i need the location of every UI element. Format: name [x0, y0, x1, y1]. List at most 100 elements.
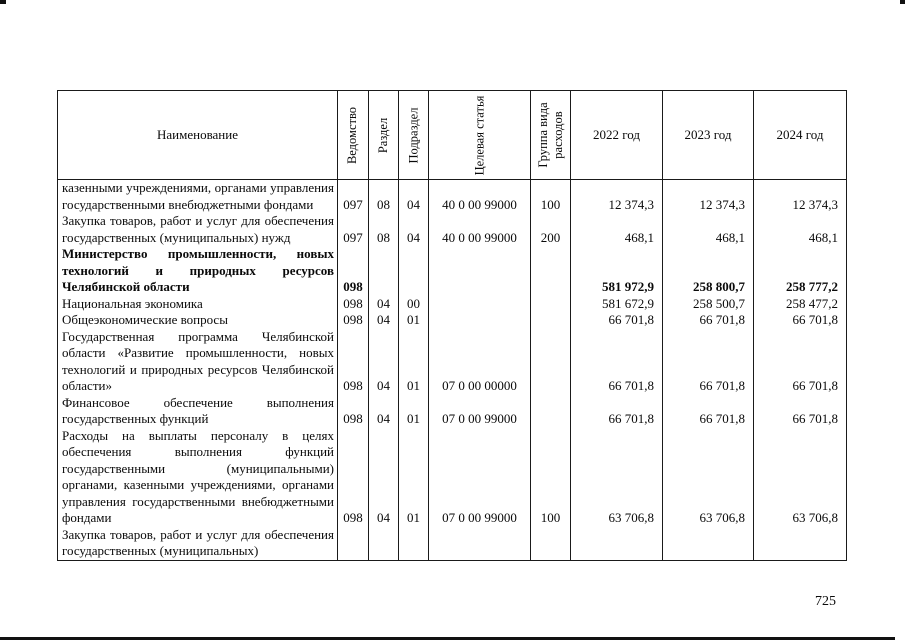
row-razdel-cell: [369, 526, 399, 560]
row-2024-cell: 468,1: [808, 229, 838, 245]
row-2024-cell: 12 374,3: [792, 196, 839, 212]
row-razdel-cell: 08: [369, 213, 399, 246]
table-row: Финансовое обеспечение выполнения госуда…: [58, 394, 846, 428]
row-2022-cell: 581 672,9: [571, 295, 663, 312]
row-name-cell: Расходы на выплаты персоналу в целях обе…: [58, 427, 338, 527]
row-razdel-cell: 04: [369, 328, 399, 395]
row-2023-cell: 258 500,7: [663, 295, 754, 312]
row-name-cell: Закупка товаров, работ и услуг для обесп…: [58, 213, 338, 246]
budget-table: Наименование Ведомство Раздел Подраздел …: [57, 90, 847, 561]
row-2024-cell: 66 701,8: [792, 312, 839, 327]
row-podrazdel-cell: [399, 246, 429, 296]
header-2022-label: 2022 год: [593, 127, 640, 142]
row-2022-cell: 66 701,8: [571, 312, 663, 329]
header-vedomstvo-label: Ведомство: [345, 106, 360, 164]
header-2024-label: 2024 год: [776, 127, 824, 142]
row-vedomstvo-cell: [338, 526, 369, 560]
row-gruppa-cell: 200: [531, 213, 571, 246]
table-row: Общеэкономические вопросы 098 04 01 66 7…: [58, 312, 846, 329]
row-razdel-cell: 08: [369, 180, 399, 213]
row-2022-cell: [571, 526, 663, 560]
row-gruppa-cell: [531, 328, 571, 395]
row-podrazdel-cell: 04: [399, 213, 429, 246]
table-row: Государственная программа Челябинской об…: [58, 328, 846, 395]
header-gruppa-vida-raskhodov: Группа вида расходов: [531, 91, 571, 179]
row-2024-cell: 66 701,8: [792, 411, 839, 426]
row-name-cell: казенными учреждениями, органами управле…: [58, 180, 338, 213]
row-gruppa-cell: 100: [531, 427, 571, 527]
row-2023-cell: 66 701,8: [663, 394, 754, 428]
table-row: Закупка товаров, работ и услуг для обесп…: [58, 213, 846, 246]
row-podrazdel-cell: 01: [399, 328, 429, 395]
table-row: Закупка товаров, работ и услуг для обесп…: [58, 526, 846, 560]
row-tselevaya-cell: 40 0 00 99000: [429, 180, 531, 213]
row-2023-cell: 66 701,8: [663, 328, 754, 395]
row-2024-cell: [754, 527, 846, 560]
row-vedomstvo-cell: 097: [338, 213, 369, 246]
row-2023-cell: 258 800,7: [663, 246, 754, 296]
scan-artifact-top-right: [900, 0, 905, 4]
row-2023-cell: [663, 526, 754, 560]
table-row: Национальная экономика 098 04 00 581 672…: [58, 295, 846, 312]
row-name-cell: Министерство промышленности, новых техно…: [58, 246, 338, 296]
row-podrazdel-cell: 04: [399, 180, 429, 213]
row-2022-cell: 12 374,3: [571, 180, 663, 213]
row-name-cell: Общеэкономические вопросы: [58, 312, 338, 329]
row-gruppa-cell: [531, 526, 571, 560]
row-name-cell: Финансовое обеспечение выполнения госуда…: [58, 394, 338, 428]
row-podrazdel-cell: 01: [399, 312, 429, 329]
row-vedomstvo-cell: 098: [338, 312, 369, 329]
header-razdel-label: Раздел: [376, 117, 391, 153]
row-podrazdel-cell: 01: [399, 427, 429, 527]
header-name: Наименование: [58, 91, 338, 179]
row-podrazdel-cell: 00: [399, 295, 429, 312]
row-tselevaya-cell: 07 0 00 00000: [429, 328, 531, 395]
header-podrazdel: Подраздел: [399, 91, 429, 179]
row-2022-cell: 66 701,8: [571, 328, 663, 395]
row-tselevaya-cell: 07 0 00 99000: [429, 427, 531, 527]
row-tselevaya-cell: [429, 526, 531, 560]
table-body: казенными учреждениями, органами управле…: [58, 180, 846, 560]
row-vedomstvo-cell: 097: [338, 180, 369, 213]
row-podrazdel-cell: 01: [399, 394, 429, 428]
scan-artifact-bottom-edge: [0, 637, 895, 640]
header-2022: 2022 год: [571, 91, 663, 179]
row-2022-cell: 468,1: [571, 213, 663, 246]
header-2023: 2023 год: [663, 91, 754, 179]
table-row: казенными учреждениями, органами управле…: [58, 180, 846, 213]
row-2023-cell: 66 701,8: [663, 312, 754, 329]
table-row: Министерство промышленности, новых техно…: [58, 246, 846, 296]
row-gruppa-cell: [531, 394, 571, 428]
row-razdel-cell: 04: [369, 312, 399, 329]
row-2022-cell: 581 972,9: [571, 246, 663, 296]
header-2024: 2024 год: [754, 91, 846, 179]
page-number: 725: [815, 594, 836, 609]
header-razdel: Раздел: [369, 91, 399, 179]
row-2022-cell: 66 701,8: [571, 394, 663, 428]
row-2023-cell: 12 374,3: [663, 180, 754, 213]
row-vedomstvo-cell: 098: [338, 246, 369, 296]
row-gruppa-cell: [531, 246, 571, 296]
row-tselevaya-cell: [429, 312, 531, 329]
header-name-label: Наименование: [157, 127, 238, 142]
header-gruppa-vida-raskhodov-label: Группа вида расходов: [535, 102, 565, 168]
row-tselevaya-cell: [429, 295, 531, 312]
row-2024-cell: 258 777,2: [786, 279, 838, 294]
table-header-row: Наименование Ведомство Раздел Подраздел …: [58, 91, 846, 180]
row-podrazdel-cell: [399, 526, 429, 560]
row-gruppa-cell: [531, 312, 571, 329]
row-vedomstvo-cell: 098: [338, 427, 369, 527]
row-gruppa-cell: 100: [531, 180, 571, 213]
row-vedomstvo-cell: 098: [338, 328, 369, 395]
header-tselevaya-statya: Целевая статья: [429, 91, 531, 179]
row-name-cell: Национальная экономика: [58, 295, 338, 312]
row-vedomstvo-cell: 098: [338, 394, 369, 428]
row-2024-cell: 63 706,8: [792, 510, 839, 525]
row-razdel-cell: 04: [369, 295, 399, 312]
row-2024-cell: 258 477,2: [786, 295, 838, 311]
row-2022-cell: 63 706,8: [571, 427, 663, 527]
header-tselevaya-statya-label: Целевая статья: [472, 95, 486, 175]
row-name-cell: Закупка товаров, работ и услуг для обесп…: [58, 526, 338, 560]
row-2023-cell: 468,1: [663, 213, 754, 246]
scan-artifact-top-left: [0, 0, 6, 4]
